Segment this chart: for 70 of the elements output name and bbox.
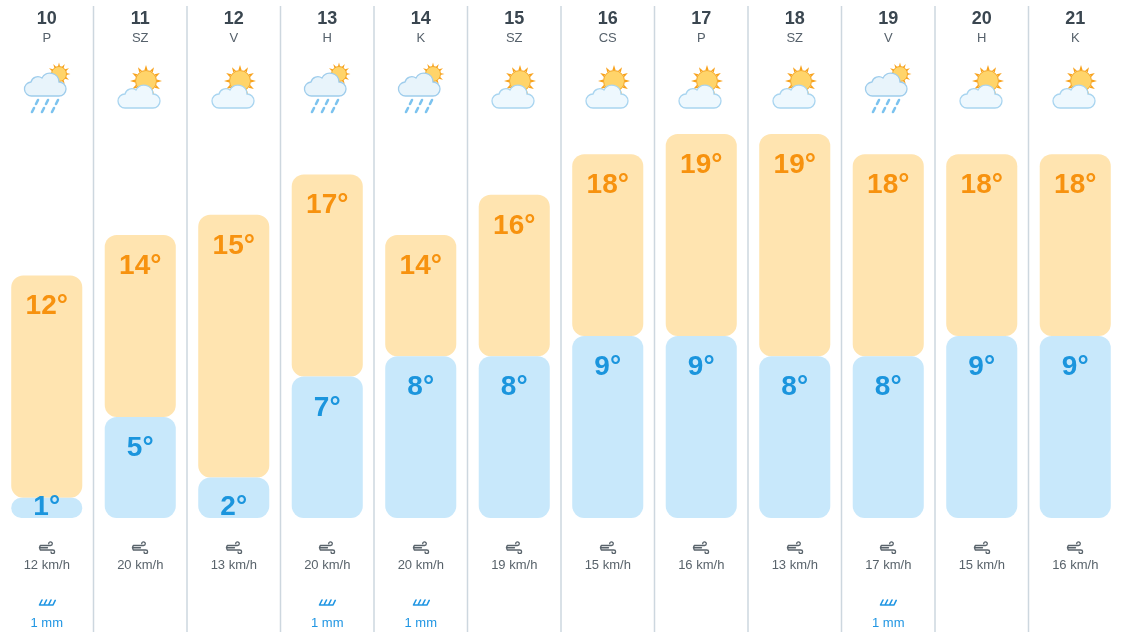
- x-tick-label: 21 K: [1065, 8, 1086, 45]
- data-label: 9°: [594, 350, 622, 382]
- text: 16 km/h: [1052, 557, 1099, 572]
- bar: [946, 336, 1018, 518]
- bar: [1039, 336, 1111, 518]
- bar: [291, 376, 363, 518]
- text: 20 km/h: [117, 557, 164, 572]
- data-label: 8°: [874, 370, 902, 402]
- bar: [198, 214, 270, 478]
- x-tick-label: 20 H: [971, 8, 992, 45]
- x-tick-label: 14 K: [410, 8, 431, 45]
- x-tick-label: 16 CS: [597, 8, 618, 45]
- data-label: 8°: [500, 370, 528, 402]
- text: 17 km/h 1 mm: [865, 557, 912, 630]
- total-label: 18°: [960, 168, 1003, 200]
- x-tick-label: 15 SZ: [504, 8, 525, 45]
- x-tick-label: 19 V: [878, 8, 899, 45]
- data-label: 2°: [220, 490, 248, 521]
- bar: [946, 154, 1018, 337]
- total-label: 14°: [399, 249, 442, 281]
- bar: [385, 235, 457, 357]
- bar: [572, 154, 644, 337]
- data-label: 9°: [1061, 350, 1089, 382]
- x-tick-label: 18 SZ: [784, 8, 805, 45]
- bar: [759, 356, 831, 518]
- total-label: 19°: [773, 148, 816, 179]
- data-label: 8°: [407, 370, 435, 402]
- data-label: 1°: [33, 490, 61, 521]
- data-label: 9°: [968, 350, 996, 382]
- bar: [478, 194, 550, 357]
- total-label: 15°: [212, 228, 255, 260]
- bar: [852, 154, 924, 357]
- bar: [104, 235, 176, 417]
- total-label: 14°: [119, 249, 162, 281]
- bar: [572, 336, 644, 518]
- bar: [665, 134, 737, 337]
- text: 15 km/h: [584, 557, 631, 572]
- bar: [852, 356, 924, 518]
- bar: [385, 356, 457, 518]
- data-label: 8°: [781, 370, 809, 402]
- bar: [291, 174, 363, 377]
- total-label: 19°: [680, 148, 723, 179]
- text: 16 km/h: [678, 557, 725, 572]
- data-label: 5°: [126, 430, 154, 462]
- total-label: 12°: [25, 289, 68, 321]
- x-tick-label: 10 P: [36, 8, 57, 45]
- data-label: 9°: [687, 350, 715, 382]
- bar: [759, 134, 831, 357]
- text: 13 km/h: [210, 557, 257, 572]
- x-tick-label: 13 H: [317, 8, 338, 45]
- bar: [1039, 154, 1111, 337]
- total-label: 18°: [1054, 168, 1097, 200]
- text: 19 km/h: [491, 557, 538, 572]
- total-label: 18°: [867, 168, 910, 200]
- bar: [104, 416, 176, 518]
- bar: [665, 336, 737, 518]
- total-label: 17°: [306, 188, 349, 220]
- total-label: 18°: [586, 168, 629, 200]
- x-tick-label: 12 V: [223, 8, 244, 45]
- text: 13 km/h: [771, 557, 818, 572]
- text: 12 km/h 1 mm: [23, 557, 70, 630]
- text: 20 km/h 1 mm: [304, 557, 351, 630]
- total-label: 16°: [493, 208, 536, 240]
- bar: [198, 477, 270, 518]
- bar: [478, 356, 550, 518]
- text: 20 km/h 1 mm: [397, 557, 444, 630]
- x-tick-label: 11 SZ: [130, 8, 150, 45]
- text: 15 km/h: [958, 557, 1005, 572]
- data-label: 7°: [313, 390, 341, 422]
- x-tick-label: 17 P: [691, 8, 712, 45]
